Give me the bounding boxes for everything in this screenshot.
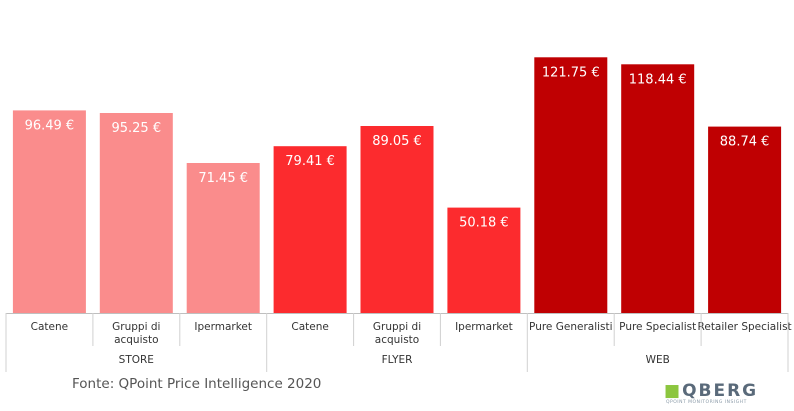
bar-flyer-1 xyxy=(273,146,347,313)
category-label: Ipermarket xyxy=(194,321,252,333)
value-label: 96.49 € xyxy=(25,118,75,133)
qberg-logo: ■QBERG QPOINT MONITORING INSIGHT xyxy=(664,382,774,408)
category-label: Ipermarket xyxy=(455,321,513,333)
category-label: Retailer Specialist xyxy=(698,321,792,333)
bar-flyer-3 xyxy=(447,207,521,313)
value-label: 50.18 € xyxy=(459,216,509,231)
bar-store-1 xyxy=(12,110,86,314)
group-label-store: STORE xyxy=(119,354,154,366)
category-label: acquisto xyxy=(375,334,419,346)
value-label: 79.41 € xyxy=(285,154,335,169)
group-label-web: WEB xyxy=(646,354,670,366)
value-label: 88.74 € xyxy=(720,135,770,150)
value-label: 71.45 € xyxy=(198,171,248,186)
bar-web-3 xyxy=(708,126,782,313)
source-note: Fonte: QPoint Price Intelligence 2020 xyxy=(72,376,322,392)
bar-store-3 xyxy=(186,163,260,313)
group-label-flyer: FLYER xyxy=(382,354,413,366)
category-label: Pure Specialist xyxy=(619,321,696,333)
category-label: acquisto xyxy=(114,334,158,346)
category-label: Catene xyxy=(291,321,328,333)
logo-wordmark: ■QBERG xyxy=(664,381,759,401)
category-label: Gruppi di xyxy=(373,321,421,333)
bar-web-1 xyxy=(534,57,608,313)
value-label: 118.44 € xyxy=(629,72,687,87)
value-label: 95.25 € xyxy=(111,121,161,136)
category-label: Gruppi di xyxy=(112,321,160,333)
bar-flyer-2 xyxy=(360,126,434,313)
category-label: Catene xyxy=(31,321,68,333)
bar-web-2 xyxy=(621,64,695,313)
logo-tagline: QPOINT MONITORING INSIGHT xyxy=(666,400,747,405)
value-label: 89.05 € xyxy=(372,134,422,149)
bar-store-2 xyxy=(99,113,173,313)
category-label: Pure Generalisti xyxy=(529,321,613,333)
value-label: 121.75 € xyxy=(542,65,600,80)
